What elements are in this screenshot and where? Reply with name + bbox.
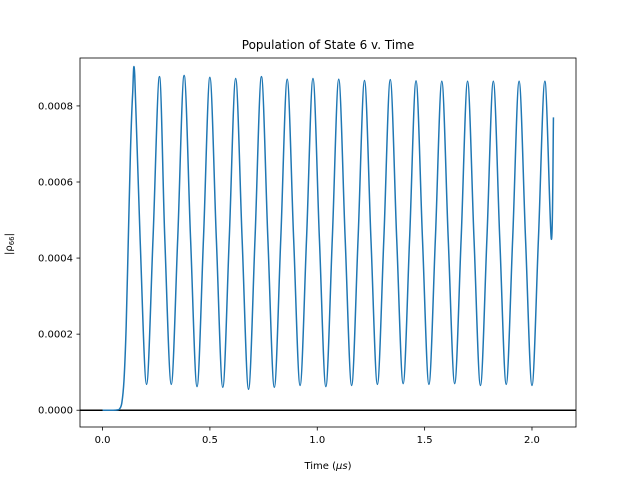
x-tick-label: 2.0 (524, 435, 540, 446)
plot-frame (79, 57, 577, 428)
plot-area (80, 65, 576, 412)
x-tick-label: 1.5 (417, 435, 433, 446)
y-tick-label: 0.0006 (38, 178, 73, 189)
y-tick-label: 0.0008 (38, 101, 73, 112)
x-tick-label: 0.5 (202, 435, 218, 446)
chart-title: Population of State 6 v. Time (242, 38, 414, 52)
y-axis-ticks: 0.0000 0.0002 0.0004 0.0006 0.0008 (38, 101, 80, 417)
series-line-0 (102, 65, 555, 412)
y-axis-label: |ρ66| (4, 233, 16, 255)
x-axis-ticks: 0.0 0.5 1.0 1.5 2.0 (95, 427, 540, 446)
x-axis-label: Time (μs) (303, 461, 351, 472)
y-tick-label: 0.0000 (38, 406, 73, 417)
y-tick-label: 0.0002 (38, 330, 73, 341)
x-tick-label: 0.0 (95, 435, 111, 446)
x-tick-label: 1.0 (309, 435, 325, 446)
y-tick-label: 0.0004 (38, 254, 73, 265)
